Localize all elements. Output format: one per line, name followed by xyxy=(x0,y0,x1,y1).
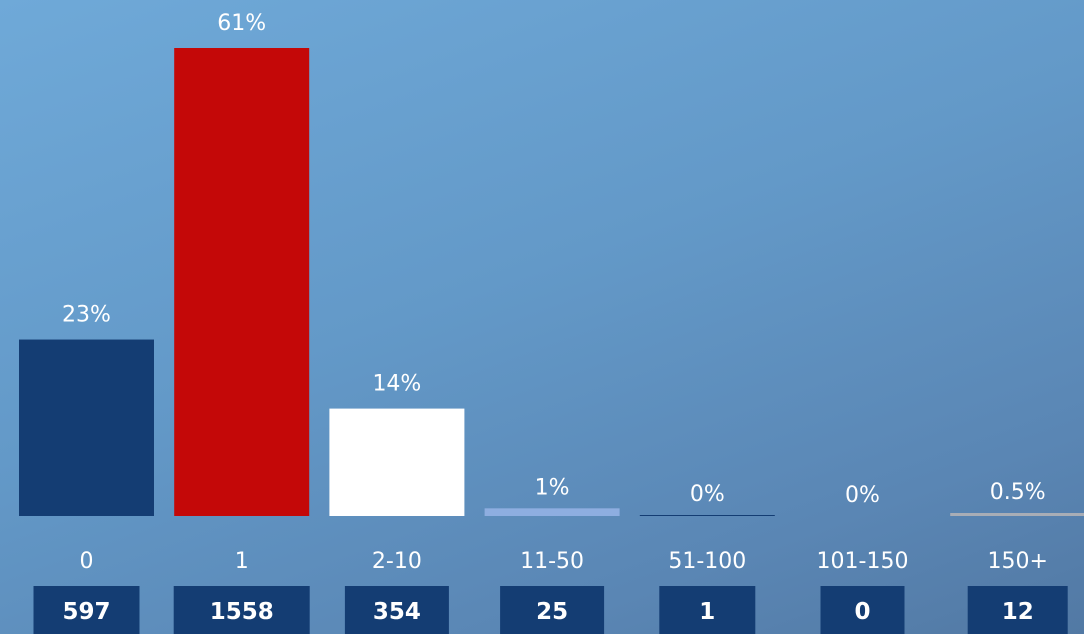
value-label-51-100: 0% xyxy=(690,482,725,507)
count-box-1 xyxy=(173,586,310,634)
value-label-0: 23% xyxy=(62,303,111,328)
count-box-2-10 xyxy=(344,586,449,634)
category-label-2-10: 2-10 xyxy=(372,549,422,574)
count-label-11-50: 25 xyxy=(536,599,568,625)
value-label-101-150: 0% xyxy=(845,483,880,508)
category-label-1: 1 xyxy=(235,549,249,574)
count-box-101-150 xyxy=(820,586,905,634)
bar-2-10 xyxy=(329,408,465,516)
count-label-2-10: 354 xyxy=(373,599,421,625)
value-label-150+: 0.5% xyxy=(990,480,1046,505)
bar-11-50 xyxy=(484,508,620,516)
category-label-101-150: 101-150 xyxy=(817,549,909,574)
count-box-51-100 xyxy=(659,586,756,634)
count-label-51-100: 1 xyxy=(699,599,715,625)
count-box-150+ xyxy=(967,586,1068,634)
count-label-0: 597 xyxy=(62,599,110,625)
count-box-11-50 xyxy=(500,586,605,634)
count-label-150+: 12 xyxy=(1002,599,1034,625)
bar-150+ xyxy=(950,513,1084,516)
bar-51-100 xyxy=(639,515,775,516)
bar-0 xyxy=(19,339,154,516)
category-label-150+: 150+ xyxy=(987,549,1047,574)
count-label-101-150: 0 xyxy=(854,599,870,625)
category-label-51-100: 51-100 xyxy=(668,549,746,574)
category-label-0: 0 xyxy=(80,549,94,574)
count-box-0 xyxy=(33,586,140,634)
count-label-1: 1558 xyxy=(210,599,274,625)
value-label-1: 61% xyxy=(217,11,266,36)
bar-1 xyxy=(174,48,310,516)
value-label-11-50: 1% xyxy=(535,475,570,500)
category-label-11-50: 11-50 xyxy=(520,549,584,574)
value-label-2-10: 14% xyxy=(372,372,421,397)
